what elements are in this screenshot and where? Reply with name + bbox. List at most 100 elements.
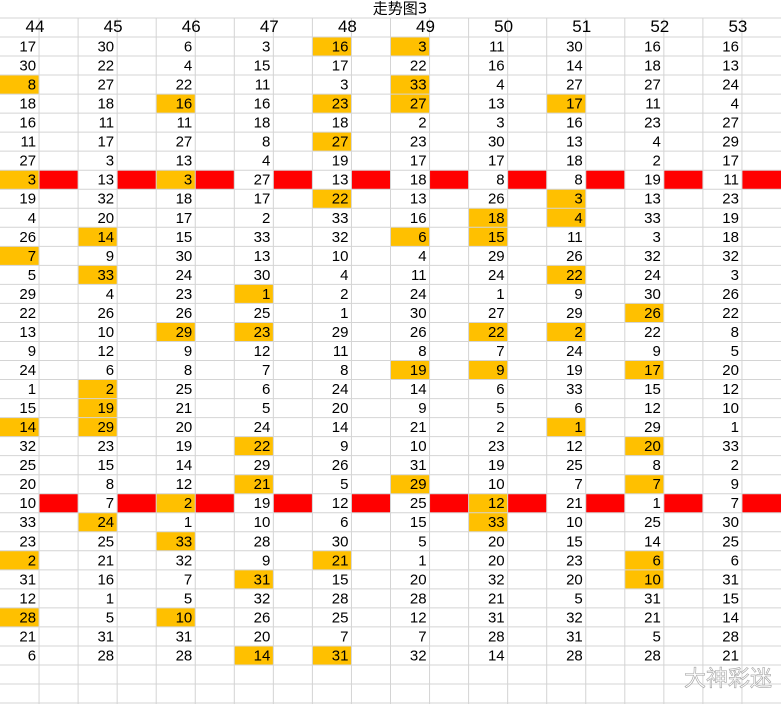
cell-value: 31 <box>410 457 427 474</box>
cell-value: 2 <box>340 286 348 303</box>
cell-value: 5 <box>418 533 426 550</box>
cell-value: 19 <box>97 400 114 417</box>
cell-value: 9 <box>340 438 348 455</box>
cell-value: 28 <box>722 628 739 645</box>
cell-value: 12 <box>488 495 505 512</box>
cell-value: 4 <box>496 77 504 94</box>
separator-cell <box>429 493 469 513</box>
cell-value: 28 <box>19 609 36 626</box>
cell-value: 10 <box>644 571 661 588</box>
cell-value: 31 <box>488 609 505 626</box>
cell-value: 6 <box>418 229 426 246</box>
separator-cell <box>351 170 391 190</box>
cell-value: 3 <box>653 229 661 246</box>
cell-value: 33 <box>488 514 505 531</box>
cell-value: 18 <box>254 115 271 132</box>
cell-value: 4 <box>262 153 270 170</box>
cell-value: 10 <box>722 400 739 417</box>
highlight-cell <box>156 531 196 551</box>
cell-value: 20 <box>722 362 739 379</box>
cell-value: 33 <box>644 210 661 227</box>
cell-value: 11 <box>99 115 115 132</box>
highlight-cell <box>624 436 664 456</box>
highlight-cell <box>624 303 664 323</box>
cell-value: 5 <box>653 628 661 645</box>
highlight-cell <box>234 284 274 304</box>
cell-value: 13 <box>254 248 271 265</box>
cell-value: 18 <box>332 115 349 132</box>
cell-value: 26 <box>19 229 36 246</box>
cell-value: 27 <box>722 115 739 132</box>
cell-value: 21 <box>488 590 505 607</box>
cell-value: 4 <box>418 248 426 265</box>
cell-value: 27 <box>488 305 505 322</box>
cell-value: 11 <box>20 134 36 151</box>
cell-value: 29 <box>722 134 739 151</box>
cell-value: 17 <box>566 96 583 113</box>
cell-value: 27 <box>176 134 193 151</box>
cell-value: 13 <box>488 96 505 113</box>
cell-value: 13 <box>566 134 583 151</box>
cell-value: 19 <box>644 172 661 189</box>
cell-value: 12 <box>722 381 739 398</box>
cell-value: 18 <box>19 96 36 113</box>
cell-value: 29 <box>97 419 114 436</box>
cell-value: 16 <box>488 58 505 75</box>
cell-value: 17 <box>644 362 661 379</box>
cell-value: 25 <box>254 305 271 322</box>
cell-value: 28 <box>566 647 583 664</box>
separator-cell <box>663 170 703 190</box>
cell-value: 19 <box>19 191 36 208</box>
cell-value: 2 <box>28 552 36 569</box>
cell-value: 25 <box>19 457 36 474</box>
cell-value: 32 <box>97 191 114 208</box>
column-header: 51 <box>572 17 591 36</box>
cell-value: 32 <box>332 229 349 246</box>
cell-value: 8 <box>496 172 504 189</box>
highlight-cell <box>390 75 430 95</box>
cell-value: 22 <box>19 305 36 322</box>
cell-value: 19 <box>410 362 427 379</box>
cell-value: 31 <box>97 628 114 645</box>
cell-value: 3 <box>184 172 192 189</box>
cell-value: 21 <box>176 400 193 417</box>
highlight-cell <box>234 569 274 589</box>
cell-value: 27 <box>644 77 661 94</box>
cell-value: 11 <box>567 229 583 246</box>
cell-value: 24 <box>176 267 193 284</box>
cell-value: 24 <box>332 381 349 398</box>
cell-value: 18 <box>722 229 739 246</box>
cell-value: 31 <box>644 590 661 607</box>
cell-value: 20 <box>176 419 193 436</box>
highlight-cell <box>78 398 118 418</box>
highlight-cell <box>624 569 664 589</box>
cell-value: 8 <box>418 343 426 360</box>
highlight-cell <box>390 94 430 114</box>
cell-value: 23 <box>19 533 36 550</box>
cell-value: 17 <box>254 191 271 208</box>
cell-value: 5 <box>106 609 114 626</box>
cell-value: 8 <box>731 324 739 341</box>
separator-cell <box>39 493 79 513</box>
separator-cell <box>429 170 469 190</box>
separator-cell <box>195 170 235 190</box>
cell-value: 9 <box>574 286 582 303</box>
cell-value: 30 <box>410 305 427 322</box>
cell-value: 9 <box>184 343 192 360</box>
highlight-cell <box>390 37 430 57</box>
column-header: 52 <box>650 17 669 36</box>
cell-value: 30 <box>97 38 114 55</box>
cell-value: 14 <box>176 457 193 474</box>
cell-value: 23 <box>644 115 661 132</box>
cell-value: 15 <box>644 381 661 398</box>
cell-value: 24 <box>566 343 583 360</box>
cell-value: 22 <box>410 58 427 75</box>
cell-value: 10 <box>176 609 193 626</box>
cell-value: 9 <box>28 343 36 360</box>
cell-value: 29 <box>19 286 36 303</box>
separator-cell <box>663 493 703 513</box>
cell-value: 7 <box>731 495 739 512</box>
cell-value: 31 <box>176 628 193 645</box>
cell-value: 11 <box>489 38 505 55</box>
cell-value: 5 <box>28 267 36 284</box>
